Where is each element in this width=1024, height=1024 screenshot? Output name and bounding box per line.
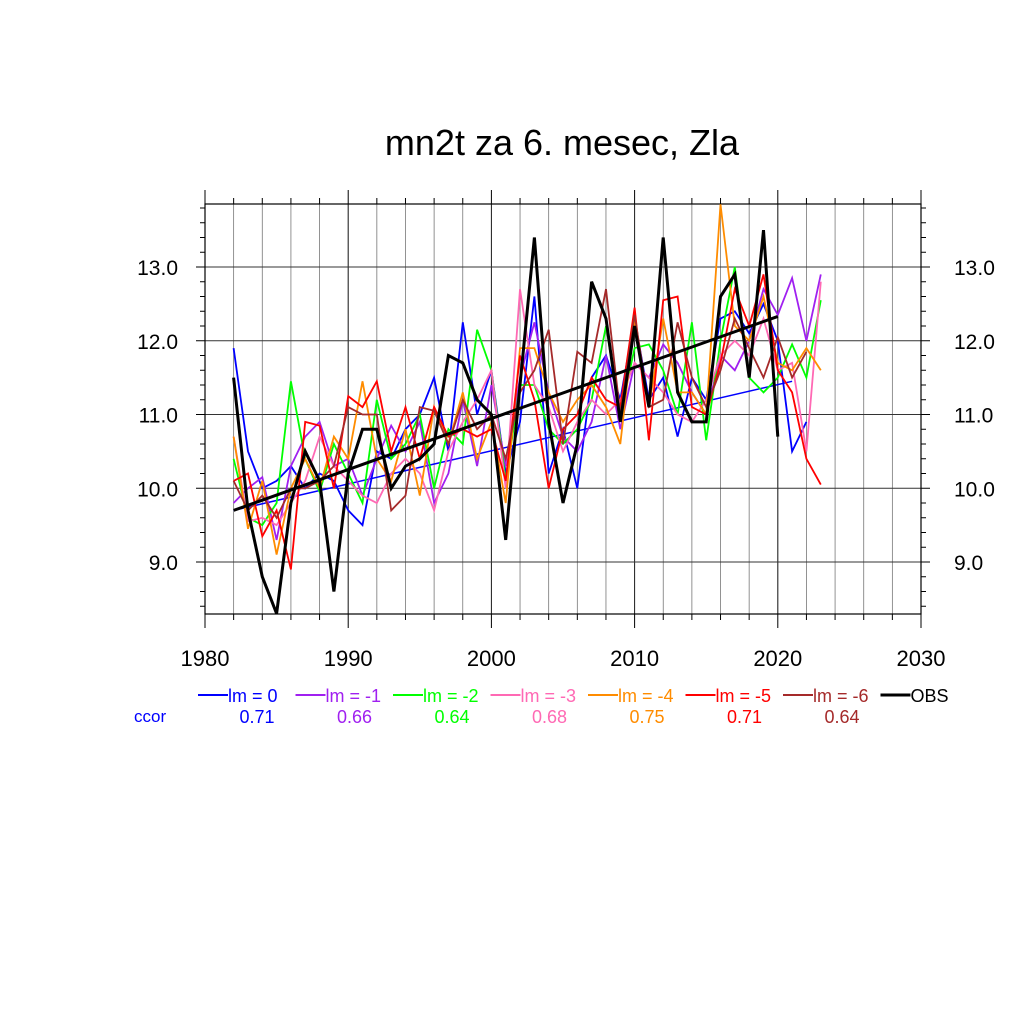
ccor-value: 0.71 (239, 707, 274, 727)
ccor-value: 0.71 (727, 707, 762, 727)
y-tick-label-right: 10.0 (954, 478, 995, 501)
ccor-value: 0.68 (532, 707, 567, 727)
axis-ticks (196, 190, 930, 628)
grid-lines (204, 204, 922, 614)
y-tick-label-left: 12.0 (137, 331, 178, 354)
series-lines (232, 204, 822, 615)
legend-label: lm = -5 (716, 686, 772, 706)
series-line-obs (232, 229, 780, 615)
ccor-label: ccor (134, 707, 166, 726)
y-tick-label-right: 13.0 (954, 257, 995, 280)
y-tick-label-right: 12.0 (954, 331, 995, 354)
y-tick-label-left: 13.0 (137, 257, 178, 280)
ccor-value: 0.64 (824, 707, 859, 727)
legend-label: lm = -6 (813, 686, 869, 706)
series-line-lm-2 (232, 266, 822, 527)
x-tick-label: 2010 (610, 646, 659, 671)
y-tick-label-right: 11.0 (954, 405, 993, 428)
trend-line-obs (233, 314, 779, 512)
x-tick-label: 1990 (324, 646, 373, 671)
y-tick-label-left: 9.0 (149, 552, 178, 575)
series-line-lm-1 (232, 274, 822, 541)
ccor-value: 0.75 (629, 707, 664, 727)
legend-label: lm = -1 (326, 686, 382, 706)
series-line-lm-4 (232, 204, 822, 555)
ccor-value: 0.64 (434, 707, 469, 727)
x-tick-label: 2020 (753, 646, 802, 671)
ccor-value: 0.66 (337, 707, 372, 727)
x-tick-label: 1980 (181, 646, 230, 671)
y-tick-label-left: 10.0 (137, 478, 178, 501)
plot-frame (204, 203, 922, 615)
legend-label: lm = -3 (521, 686, 577, 706)
legend-label: lm = 0 (228, 686, 278, 706)
y-tick-label-right: 9.0 (954, 552, 983, 575)
x-tick-label: 2000 (467, 646, 516, 671)
y-tick-label-left: 11.0 (139, 405, 178, 428)
series-line-lm-5 (233, 274, 822, 570)
chart-title: mn2t za 6. mesec, Zla (384, 122, 740, 163)
x-tick-label: 2030 (897, 646, 946, 671)
legend-label: lm = -4 (618, 686, 674, 706)
legend-label: OBS (911, 686, 949, 706)
legend-label: lm = -2 (423, 686, 479, 706)
